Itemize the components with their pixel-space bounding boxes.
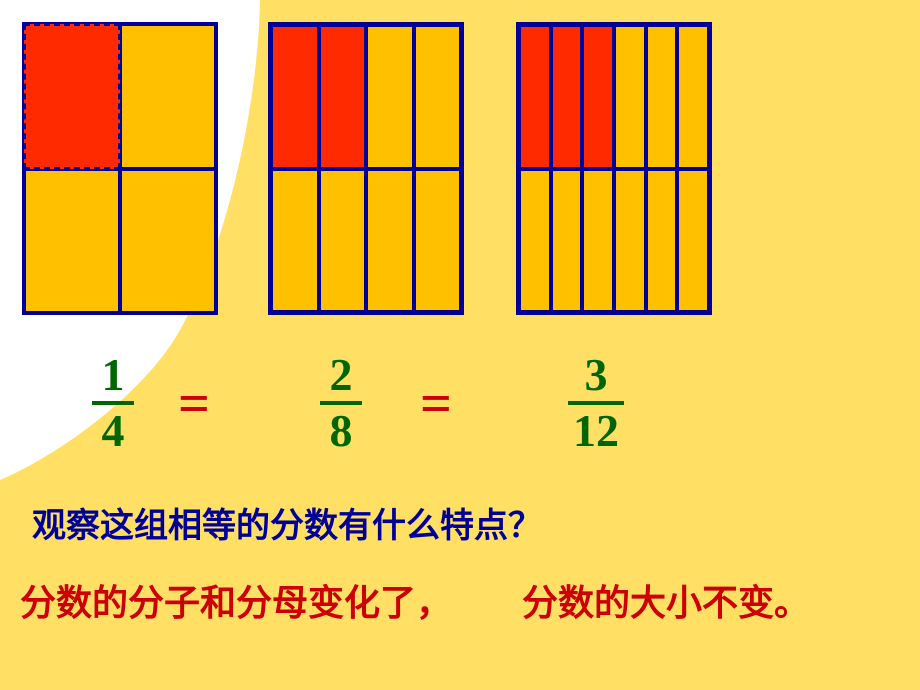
fraction-grid-3 [516, 22, 712, 315]
grid-cell [646, 25, 678, 169]
grid-cell [120, 169, 216, 314]
denominator: 4 [102, 408, 125, 454]
grid-cell [677, 169, 709, 313]
grid-cell [677, 25, 709, 169]
grid-cell [24, 24, 120, 169]
grid-cell [319, 25, 367, 169]
grid-row [519, 25, 709, 169]
grid-row [519, 169, 709, 313]
grid-cell [24, 169, 120, 314]
grid-cell [614, 25, 646, 169]
fraction-grid-1 [22, 22, 218, 315]
grid-cell [519, 25, 551, 169]
fractions-row: 1428312== [0, 352, 920, 462]
grid-cell [551, 169, 583, 313]
grid-cell [551, 25, 583, 169]
slide: 1428312== 观察这组相等的分数有什么特点？分数的分子和分母变化了，分数的… [0, 0, 920, 690]
numerator: 1 [102, 352, 125, 398]
fraction-grid-2 [268, 22, 464, 315]
grid-cell [319, 169, 367, 313]
grid-cell [582, 169, 614, 313]
grid-row [271, 169, 461, 313]
grid-cell [414, 169, 462, 313]
denominator: 8 [330, 408, 353, 454]
fraction-3: 312 [568, 352, 624, 454]
grid-cell [646, 169, 678, 313]
fraction-1: 14 [92, 352, 134, 454]
fraction-2: 28 [320, 352, 362, 454]
grid-row [24, 169, 216, 314]
grid-row [271, 25, 461, 169]
grid-row [24, 24, 216, 169]
grid-cell [366, 169, 414, 313]
numerator: 3 [585, 352, 608, 398]
grid-cell [366, 25, 414, 169]
numerator: 2 [330, 352, 353, 398]
grid-cell [414, 25, 462, 169]
grid-cell [614, 169, 646, 313]
grid-cell [519, 169, 551, 313]
denominator: 12 [573, 408, 619, 454]
grid-outer [268, 22, 464, 315]
answer-text-1: 分数的分子和分母变化了， [20, 574, 452, 626]
question-text: 观察这组相等的分数有什么特点？ [32, 498, 542, 547]
grid-cell [120, 24, 216, 169]
answer-text-2: 分数的大小不变。 [522, 574, 810, 626]
content: 1428312== 观察这组相等的分数有什么特点？分数的分子和分母变化了，分数的… [0, 0, 920, 690]
equals-sign-1: = [178, 372, 210, 436]
grid-outer [516, 22, 712, 315]
grid-cell [271, 25, 319, 169]
grid-cell [271, 169, 319, 313]
equals-sign-2: = [420, 372, 452, 436]
grid-outer [22, 22, 218, 315]
grid-cell [582, 25, 614, 169]
